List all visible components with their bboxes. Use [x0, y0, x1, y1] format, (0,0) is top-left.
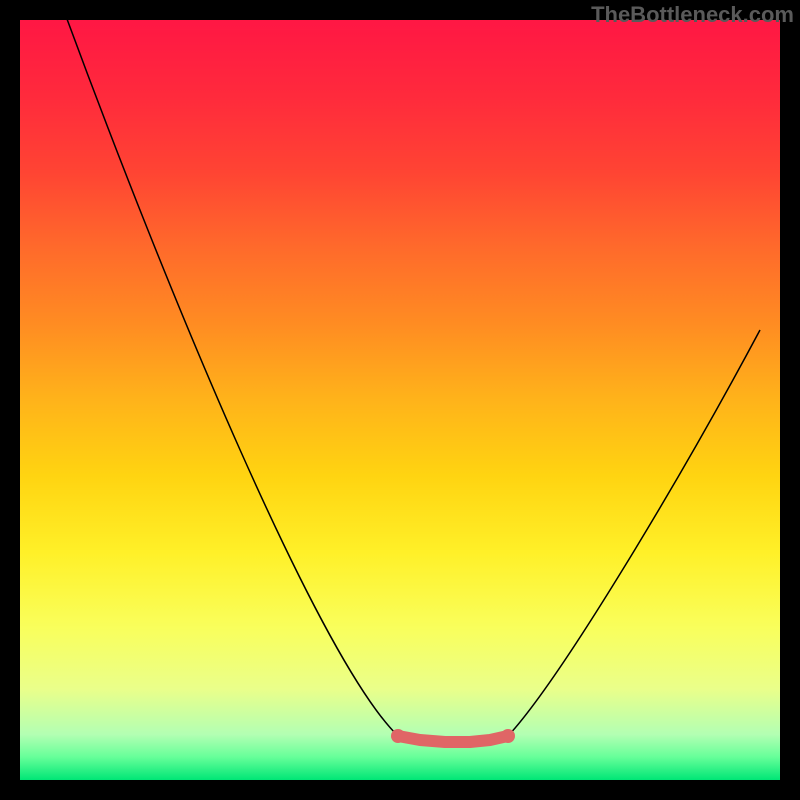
bottleneck-chart — [0, 0, 800, 800]
optimal-range-marker — [398, 736, 508, 742]
chart-container: TheBottleneck.com — [0, 0, 800, 800]
marker-endpoint — [501, 729, 515, 743]
marker-endpoint — [391, 729, 405, 743]
plot-background — [20, 20, 780, 780]
watermark-text: TheBottleneck.com — [591, 2, 794, 28]
